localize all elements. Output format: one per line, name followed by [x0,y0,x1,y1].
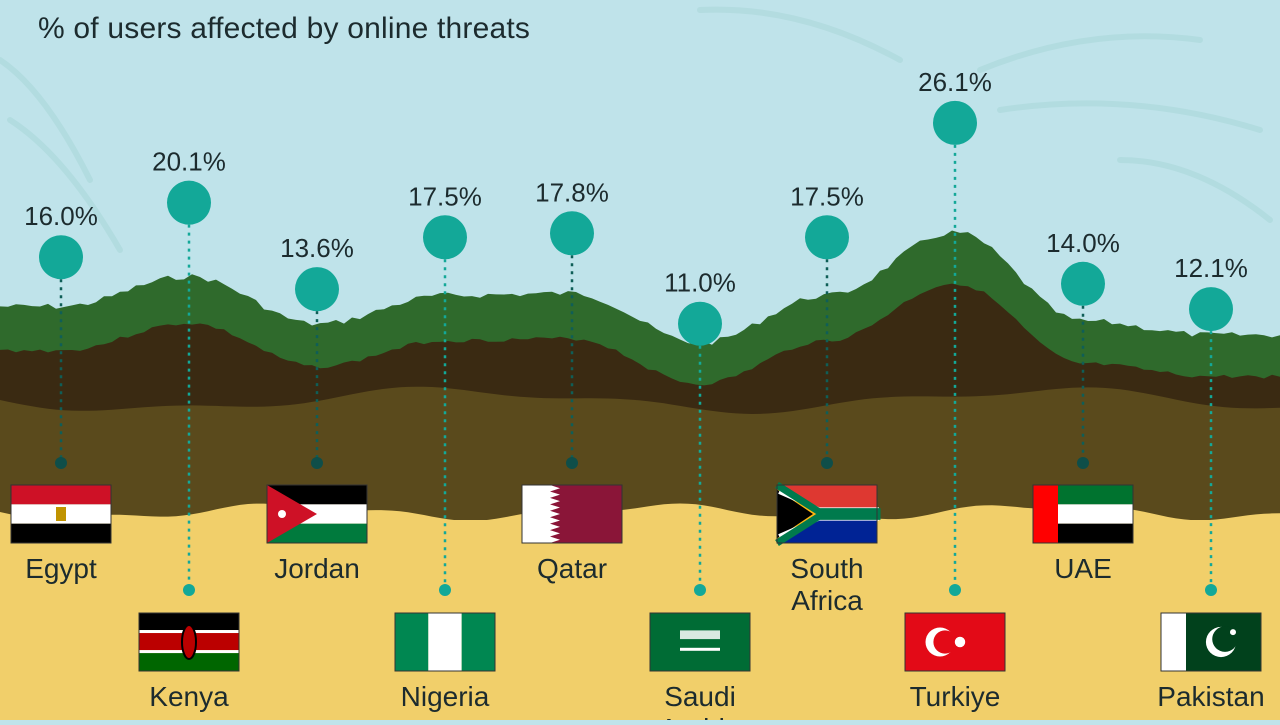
flag-border [649,612,751,672]
white-band [522,485,560,543]
chart-title: % of users affected by online threats [38,12,531,45]
data-point-qatar: 17.8% Qatar [521,177,623,584]
country-label: Jordan [274,553,360,584]
jordan-flag [266,484,368,544]
leaf-decoration [0,6,1273,253]
qatar-flag [521,484,623,544]
value-label: 14.0% [1046,228,1120,258]
kenya-flag [138,612,240,672]
value-label: 17.8% [535,177,609,207]
anchor-dot [821,457,833,469]
value-marker [423,215,467,260]
saudi-arabia-flag [649,612,751,672]
value-label: 17.5% [790,181,864,211]
eagle-emblem [56,507,66,521]
value-marker [550,211,594,256]
star-icon [954,636,966,648]
sword-emblem [680,647,720,651]
value-label: 20.1% [152,147,226,177]
flag-border [266,484,368,544]
value-marker [678,301,722,346]
country-label: Turkiye [910,681,1001,712]
egypt-flag [10,484,112,544]
country-label: Pakistan [1157,681,1264,712]
flag-border [1160,612,1262,672]
value-label: 11.0% [664,268,736,298]
data-point-kenya: 20.1% Kenya [138,147,240,712]
anchor-dot [1205,584,1217,596]
value-label: 26.1% [918,67,992,97]
nigeria-flag [394,612,496,672]
value-marker [1189,287,1233,332]
anchor-dot [949,584,961,596]
value-label: 16.0% [24,201,98,231]
flag-border [904,612,1006,672]
data-point-nigeria: 17.5% Nigeria [394,181,496,712]
value-marker [167,180,211,225]
country-label: Egypt [25,553,97,584]
anchor-dot [183,584,195,596]
red-triangle [267,485,317,543]
country-label: Africa [791,585,863,616]
value-label: 13.6% [280,233,354,263]
crescent-inner [933,630,957,654]
country-label: UAE [1054,553,1112,584]
value-label: 12.1% [1174,253,1248,283]
south-africa-flag [775,482,881,546]
country-label: Arabia [660,713,741,720]
black-triangle [777,489,813,539]
data-point-saudi-arabia: 11.0% SaudiArabia [649,268,751,725]
anchor-dot [55,457,67,469]
country-label: Nigeria [401,681,490,712]
data-point-jordan: 13.6% Jordan [266,233,368,584]
value-marker [295,267,339,312]
country-label: Kenya [149,681,229,712]
flag-border [394,612,496,672]
flag-border [10,484,112,544]
data-point-turkiye: 26.1% Turkiye [904,67,1006,712]
pakistan-flag [1160,612,1262,672]
country-label: Qatar [537,553,607,584]
data-point-egypt: 16.0% Egypt [10,201,112,584]
star-icon [1230,629,1236,636]
uae-flag [1032,484,1134,544]
script-emblem [680,630,720,640]
turkiye-flag [904,612,1006,672]
flag-border [776,484,878,544]
value-marker [39,235,83,280]
country-label: South [790,553,863,584]
flag-border [138,612,240,672]
anchor-dot [694,584,706,596]
flag-border [521,484,623,544]
value-marker [933,100,977,145]
value-marker [1061,261,1105,306]
star-icon [278,510,286,518]
flag-border [1032,484,1134,544]
data-point-uae: 14.0% UAE [1032,228,1134,584]
anchor-dot [311,457,323,469]
anchor-dot [439,584,451,596]
country-label: Saudi [664,681,736,712]
value-marker [805,215,849,260]
data-point-pakistan: 12.1% Pakistan [1157,253,1264,712]
anchor-dot [566,457,578,469]
shield-emblem [181,624,197,660]
anchor-dot [1077,457,1089,469]
value-label: 17.5% [408,181,482,211]
